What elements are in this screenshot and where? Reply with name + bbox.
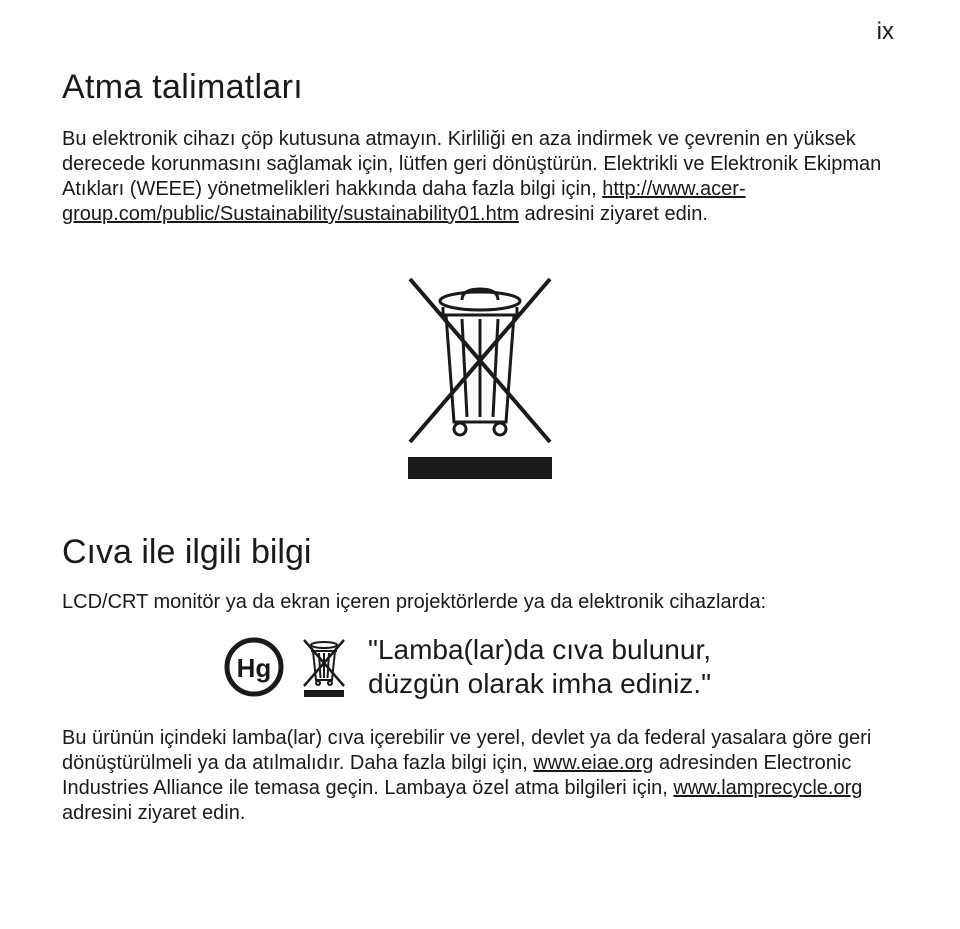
mercury-icon-group: Hg	[222, 635, 350, 699]
mercury-quote-line2: düzgün olarak imha ediniz."	[368, 667, 711, 701]
small-crossed-bin-icon	[298, 636, 350, 698]
mercury-intro: LCD/CRT monitör ya da ekran içeren proje…	[62, 590, 898, 615]
heading-disposal: Atma talimatları	[62, 68, 898, 107]
paragraph-disposal-tail: adresini ziyaret edin.	[519, 203, 708, 225]
mercury-quote-line1: "Lamba(lar)da cıva bulunur,	[368, 633, 711, 667]
eiae-link[interactable]: www.eiae.org	[533, 752, 653, 774]
crossed-wheeled-bin-icon	[390, 267, 570, 482]
mercury-hg-icon: Hg	[222, 635, 286, 699]
svg-text:Hg: Hg	[237, 653, 272, 683]
paragraph-disposal: Bu elektronik cihazı çöp kutusuna atmayı…	[62, 127, 898, 227]
mercury-text-c: adresini ziyaret edin.	[62, 802, 245, 824]
weee-icon-container	[62, 267, 898, 487]
heading-mercury: Cıva ile ilgili bilgi	[62, 533, 898, 572]
mercury-quote: "Lamba(lar)da cıva bulunur, düzgün olara…	[368, 633, 711, 700]
document-page: ix Atma talimatları Bu elektronik cihazı…	[0, 0, 960, 868]
mercury-callout-row: Hg "Lamba(lar)da cıva bulu	[62, 633, 898, 700]
paragraph-mercury-detail: Bu ürünün içindeki lamba(lar) cıva içere…	[62, 726, 898, 826]
lamprecycle-link[interactable]: www.lamprecycle.org	[673, 777, 862, 799]
paragraph-disposal-text: Bu elektronik cihazı çöp kutusuna atmayı…	[62, 128, 881, 200]
page-number: ix	[62, 18, 898, 46]
